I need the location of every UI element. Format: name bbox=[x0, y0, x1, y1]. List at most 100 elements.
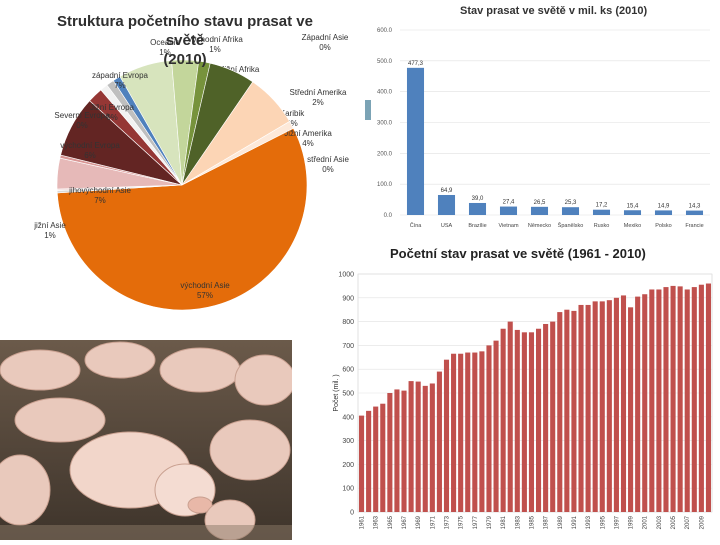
ts-x-tick-label: 1969 bbox=[416, 515, 422, 529]
ts-x-tick-label: 1979 bbox=[487, 515, 493, 529]
bar-value-label: 27,4 bbox=[503, 200, 515, 206]
ts-bar-1975 bbox=[458, 354, 463, 512]
pie-chart-title: Struktura početního stavu prasat ve svět… bbox=[40, 12, 330, 69]
bar-value-label: 26,5 bbox=[534, 200, 546, 206]
ts-bar-2003 bbox=[656, 289, 661, 512]
pie-chart-panel: Struktura početního stavu prasat ve svět… bbox=[0, 0, 360, 340]
bar-y-tick-label: 0.0 bbox=[384, 213, 393, 219]
ts-bar-1999 bbox=[628, 307, 633, 512]
ts-bar-1965 bbox=[387, 393, 392, 512]
pie-pct-vychodni-asie: 57% bbox=[197, 291, 213, 300]
ts-bar-1994 bbox=[593, 301, 598, 512]
ts-bar-1993 bbox=[586, 305, 591, 512]
ts-bar-1978 bbox=[479, 351, 484, 512]
ts-bar-1976 bbox=[465, 353, 470, 512]
ts-x-tick-label: 1985 bbox=[529, 515, 535, 529]
bar-rusko bbox=[593, 210, 610, 215]
bar-spanelsko bbox=[562, 207, 579, 215]
bar-value-label: 14,3 bbox=[689, 204, 701, 210]
bar-value-label: 14,9 bbox=[658, 203, 670, 209]
ts-bar-1996 bbox=[607, 300, 612, 512]
ts-bar-1973 bbox=[444, 360, 449, 512]
ts-bar-2001 bbox=[642, 294, 647, 512]
ts-bar-1966 bbox=[394, 389, 399, 512]
bar-value-label: 15,4 bbox=[627, 203, 639, 209]
ts-bar-1979 bbox=[486, 345, 491, 512]
bar-y-tick-label: 400.0 bbox=[377, 90, 393, 96]
ts-bar-1972 bbox=[437, 372, 442, 512]
ts-y-tick-label: 900 bbox=[342, 295, 354, 302]
ts-y-tick-label: 800 bbox=[342, 319, 354, 326]
bar-y-tick-label: 300.0 bbox=[377, 121, 393, 127]
ts-bar-1982 bbox=[508, 322, 513, 512]
pie-label-stredni-asie: střední Asie bbox=[307, 155, 349, 164]
ts-bar-2002 bbox=[649, 289, 654, 512]
ts-x-tick-label: 1961 bbox=[360, 515, 366, 529]
pie-label-jizni-asie: jižní Asie bbox=[33, 221, 66, 230]
pie-pct-severni-evropa: 0% bbox=[76, 121, 88, 130]
bar-category-label: Rusko bbox=[594, 223, 610, 229]
country-bar-chart-title: Stav prasat ve světě v mil. ks (2010) bbox=[460, 5, 647, 17]
pie-label-vychodni-evropa: východní Evropa bbox=[60, 141, 120, 150]
ts-bar-2010 bbox=[706, 284, 711, 512]
ts-x-tick-label: 2001 bbox=[643, 515, 649, 529]
ts-x-tick-label: 1971 bbox=[430, 515, 436, 529]
bar-category-label: Vietnam bbox=[498, 223, 518, 229]
ts-bar-1974 bbox=[451, 354, 456, 512]
pie-pct-jizni-amerika: 4% bbox=[302, 139, 314, 148]
pigs-photo bbox=[0, 340, 292, 540]
bar-y-tick-label: 200.0 bbox=[377, 151, 393, 157]
bar-cina bbox=[407, 68, 424, 215]
ts-bar-1971 bbox=[430, 383, 435, 512]
bar-mexiko bbox=[624, 210, 641, 215]
ts-x-tick-label: 1991 bbox=[572, 515, 578, 529]
ts-x-tick-label: 1973 bbox=[445, 515, 451, 529]
ts-x-tick-label: 1981 bbox=[501, 515, 507, 529]
pie-pct-vychodni-evropa: 6% bbox=[84, 151, 96, 160]
decorative-marker bbox=[365, 100, 371, 120]
bar-value-label: 25,3 bbox=[565, 200, 577, 206]
bar-y-tick-label: 500.0 bbox=[377, 59, 393, 65]
bar-category-label: Čína bbox=[410, 222, 423, 229]
ts-bar-1992 bbox=[578, 305, 583, 512]
ts-bar-1987 bbox=[543, 324, 548, 512]
ts-bar-1964 bbox=[380, 404, 385, 512]
bar-category-label: Polsko bbox=[655, 223, 672, 229]
ts-x-tick-label: 1999 bbox=[629, 515, 635, 529]
ts-y-tick-label: 500 bbox=[342, 391, 354, 398]
ts-bar-1980 bbox=[494, 341, 499, 512]
ts-bar-1963 bbox=[373, 407, 378, 512]
pie-label-stredni-amerika: Střední Amerika bbox=[290, 88, 347, 97]
ts-x-tick-label: 1977 bbox=[473, 515, 479, 529]
ts-x-tick-label: 2005 bbox=[671, 515, 677, 529]
ts-x-tick-label: 1983 bbox=[515, 515, 521, 529]
pie-title-line2: (2010) bbox=[40, 50, 330, 69]
ts-y-axis-label: Počet (mil. ) bbox=[333, 374, 340, 411]
ts-bar-2008 bbox=[692, 287, 697, 512]
ts-y-tick-label: 1000 bbox=[338, 272, 354, 279]
ts-x-tick-label: 1975 bbox=[459, 515, 465, 529]
ts-y-tick-label: 700 bbox=[342, 343, 354, 350]
pigs-photo-illustration bbox=[0, 340, 292, 540]
ts-y-tick-label: 200 bbox=[342, 462, 354, 469]
pie-pct-stredni-amerika: 2% bbox=[312, 98, 324, 107]
ts-bar-1962 bbox=[366, 411, 371, 512]
bar-value-label: 39,0 bbox=[472, 196, 484, 202]
ts-bar-2005 bbox=[671, 286, 676, 512]
pie-pct-jihovychodni-asie: 7% bbox=[94, 196, 106, 205]
bar-category-label: USA bbox=[441, 223, 453, 229]
ts-y-tick-label: 100 bbox=[342, 486, 354, 493]
ts-bar-1986 bbox=[536, 329, 541, 512]
ts-bar-2007 bbox=[685, 289, 690, 512]
ts-y-tick-label: 600 bbox=[342, 367, 354, 374]
ts-x-tick-label: 1967 bbox=[402, 515, 408, 529]
bar-category-label: Francie bbox=[685, 223, 703, 229]
ts-x-tick-label: 1989 bbox=[558, 515, 564, 529]
ts-bar-2004 bbox=[663, 287, 668, 512]
pie-pct-zapadni-evropa: 7% bbox=[114, 81, 126, 90]
ts-x-tick-label: 1997 bbox=[614, 515, 620, 529]
ts-x-tick-label: 2009 bbox=[699, 515, 705, 529]
pie-label-jihovychodni-asie: jihovýchodní Asie bbox=[68, 186, 131, 195]
ts-bar-1989 bbox=[557, 312, 562, 512]
ts-bar-1969 bbox=[416, 382, 421, 512]
